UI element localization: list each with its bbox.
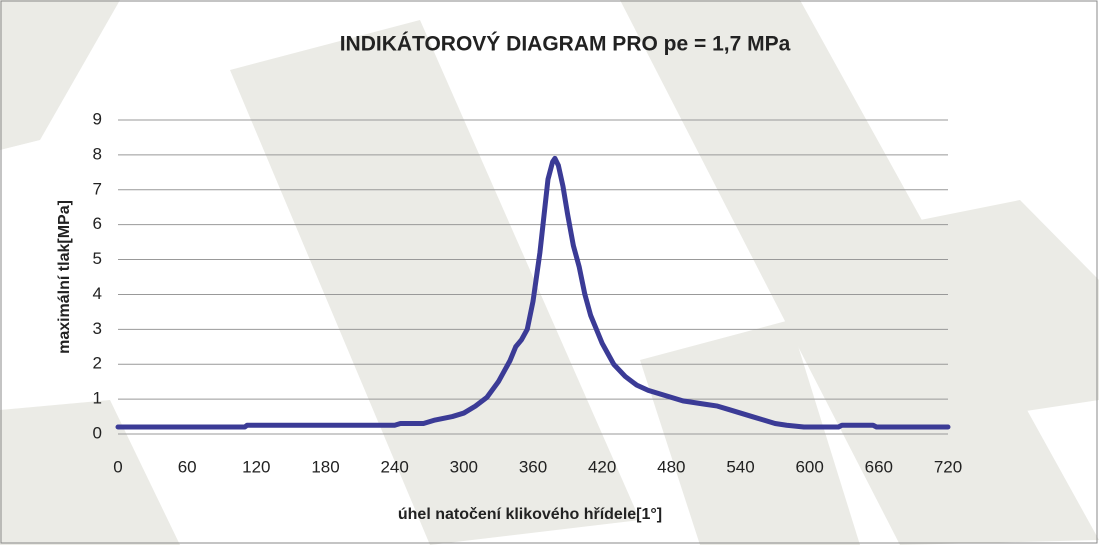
x-tick-label: 600: [795, 457, 823, 476]
x-tick-label: 660: [865, 457, 893, 476]
y-tick-label: 2: [93, 354, 102, 373]
x-tick-label: 120: [242, 457, 270, 476]
chart-title: INDIKÁTOROVÝ DIAGRAM PRO pe = 1,7 MPa: [340, 32, 791, 56]
y-tick-label: 4: [93, 284, 102, 303]
y-tick-label: 8: [93, 144, 102, 163]
x-tick-label: 540: [726, 457, 754, 476]
x-tick-label: 180: [311, 457, 339, 476]
y-tick-label: 5: [93, 249, 102, 268]
series-line: [115, 155, 951, 430]
y-tick-label: 0: [93, 423, 102, 442]
y-tick-label: 7: [93, 179, 102, 198]
x-tick-label: 420: [588, 457, 616, 476]
x-tick-label: 240: [380, 457, 408, 476]
x-tick-label: 360: [519, 457, 547, 476]
y-axis-label: maximální tlak[MPa]: [56, 200, 73, 354]
x-tick-label: 300: [450, 457, 478, 476]
x-tick-label: 480: [657, 457, 685, 476]
y-tick-label: 9: [93, 109, 102, 128]
y-tick-label: 3: [93, 319, 102, 338]
x-tick-label: 0: [113, 457, 122, 476]
x-axis-label: úhel natočení klikového hřídele[1°]: [398, 506, 662, 523]
y-tick-label: 6: [93, 214, 102, 233]
y-tick-label: 1: [93, 389, 102, 408]
x-tick-label: 720: [934, 457, 962, 476]
x-tick-label: 60: [178, 457, 197, 476]
